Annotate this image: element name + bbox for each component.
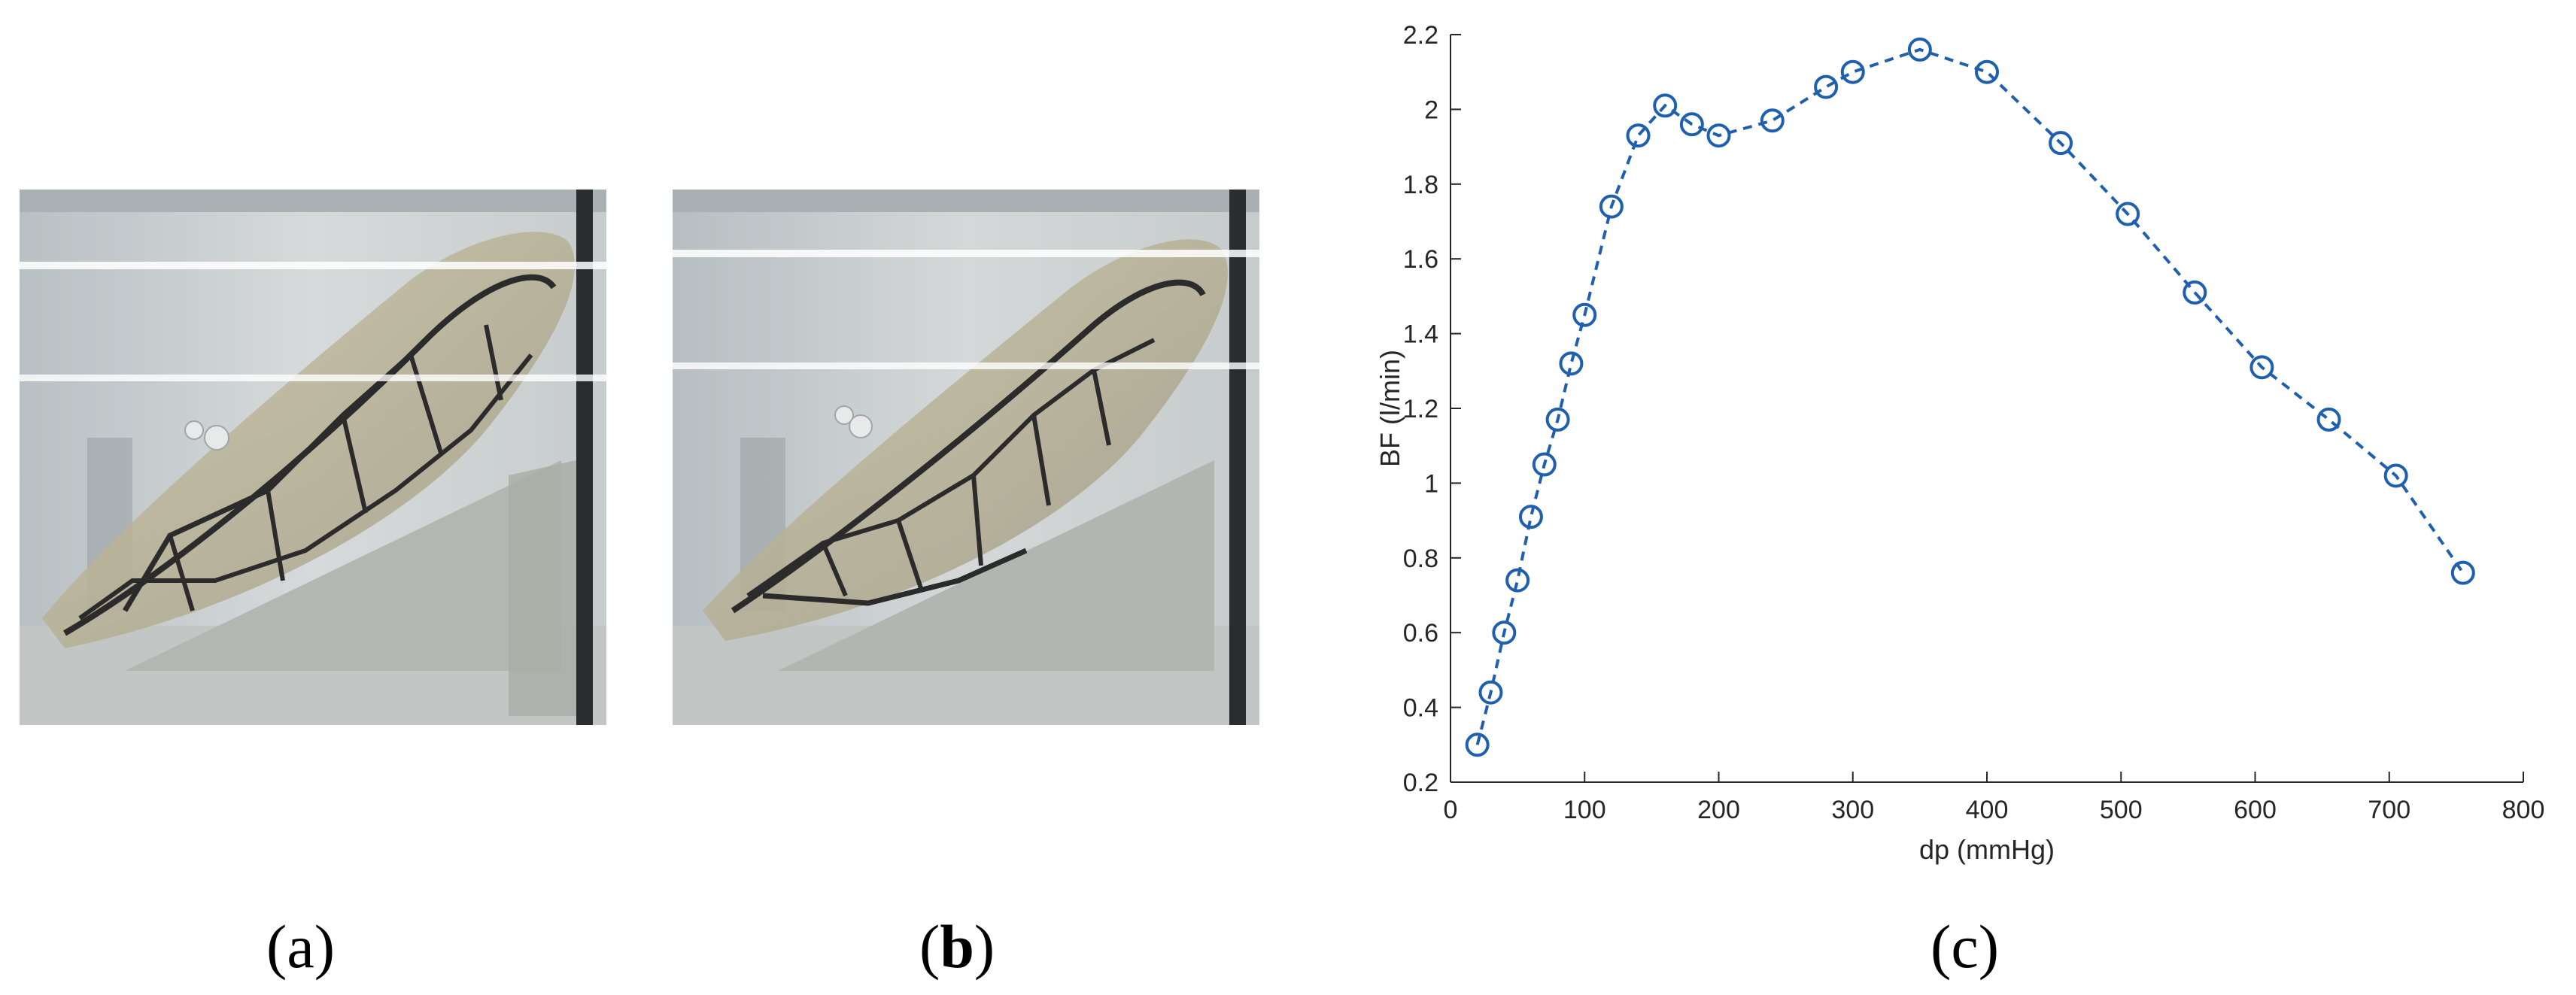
data-point <box>1545 407 1570 432</box>
data-point <box>1572 302 1597 327</box>
data-point <box>1559 351 1584 376</box>
data-point <box>1679 112 1704 137</box>
y-axis-title: BF (l/min) <box>1375 350 1405 467</box>
x-tick-label: 800 <box>2502 796 2545 824</box>
data-point <box>1478 680 1503 705</box>
data-point <box>2316 407 2341 432</box>
data-point <box>1840 59 1865 84</box>
y-tick-label: 0.8 <box>1403 545 1438 573</box>
x-tick-label: 200 <box>1697 796 1740 824</box>
x-tick-label: 0 <box>1444 796 1458 824</box>
data-point <box>1760 108 1785 133</box>
data-point <box>1599 194 1624 219</box>
data-point <box>1653 93 1678 118</box>
data-point <box>2249 355 2274 380</box>
x-tick-label: 300 <box>1831 796 1874 824</box>
panel-label-a-close: ) <box>314 912 336 981</box>
x-tick-label: 600 <box>2234 796 2277 824</box>
valve-photo-b <box>673 190 1259 725</box>
data-point <box>1626 123 1651 148</box>
y-tick-label: 0.2 <box>1403 769 1438 797</box>
flow-pressure-chart: 0 100 200 300 400 500 600 700 800 0.2 0.4 0.6 0.8 1 1.… <box>1324 0 2576 887</box>
panel-label-c-letter: c <box>1951 912 1979 981</box>
data-point <box>2116 202 2140 226</box>
valve-photo-b-image <box>673 190 1259 725</box>
flow-pressure-chart-svg: 0 100 200 300 400 500 600 700 800 0.2 0.4 0.6 0.8 1 1.… <box>1324 0 2576 887</box>
y-tick-label: 2 <box>1424 96 1438 124</box>
panel-label-b-letter: b <box>940 912 974 981</box>
panel-label-b: (b) <box>919 912 995 982</box>
series-line <box>1475 47 2465 745</box>
x-tick-label: 100 <box>1563 796 1606 824</box>
panel-label-a: (a) <box>266 912 335 982</box>
y-tick-label: 1 <box>1424 469 1438 498</box>
panel-label-c-close: ) <box>1978 912 2000 981</box>
data-point <box>1706 123 1731 148</box>
series-markers <box>1465 37 2475 757</box>
y-tick-label: 1.2 <box>1403 395 1438 423</box>
data-point <box>2183 280 2207 305</box>
valve-photo-a-image <box>20 190 606 725</box>
data-point <box>1505 568 1530 593</box>
chart-axes: 0 100 200 300 400 500 600 700 800 0.2 0.4 0.6 0.8 1 1.… <box>1403 21 2545 824</box>
x-tick-label: 400 <box>1966 796 2009 824</box>
data-point <box>1907 37 1932 62</box>
data-point <box>1465 733 1490 757</box>
data-point <box>1518 505 1543 529</box>
panel-label-c-open: ( <box>1930 912 1952 981</box>
x-tick-label: 500 <box>2100 796 2143 824</box>
x-axis-title: dp (mmHg) <box>1919 834 2055 865</box>
x-tick-label: 700 <box>2368 796 2410 824</box>
panel-label-a-open: ( <box>266 912 287 981</box>
panel-label-a-letter: a <box>287 912 314 981</box>
data-point <box>1814 74 1839 99</box>
data-point <box>1492 620 1517 645</box>
data-point <box>2049 131 2073 156</box>
data-point <box>2450 560 2475 585</box>
y-tick-label: 1.8 <box>1403 171 1438 199</box>
y-tick-label: 1.6 <box>1403 245 1438 274</box>
data-point <box>2383 463 2408 488</box>
data-point <box>1532 452 1557 477</box>
valve-photo-a <box>20 190 606 725</box>
y-tick-label: 1.4 <box>1403 320 1438 349</box>
panel-label-b-open: ( <box>919 912 940 981</box>
y-tick-label: 0.6 <box>1403 619 1438 648</box>
y-tick-label: 0.4 <box>1403 694 1438 723</box>
y-tick-label: 2.2 <box>1403 21 1438 50</box>
data-point <box>1975 59 1999 84</box>
panel-label-c: (c) <box>1930 912 1999 982</box>
panel-label-b-close: ) <box>974 912 995 981</box>
